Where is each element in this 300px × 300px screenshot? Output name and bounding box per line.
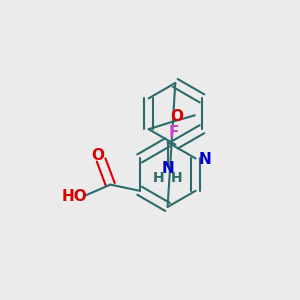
Text: O: O bbox=[170, 110, 183, 124]
Text: N: N bbox=[199, 152, 211, 167]
Text: H: H bbox=[171, 171, 183, 185]
Text: N: N bbox=[161, 161, 174, 176]
Text: HO: HO bbox=[62, 189, 88, 204]
Text: H: H bbox=[153, 171, 164, 185]
Text: O: O bbox=[92, 148, 104, 163]
Text: F: F bbox=[169, 125, 179, 140]
